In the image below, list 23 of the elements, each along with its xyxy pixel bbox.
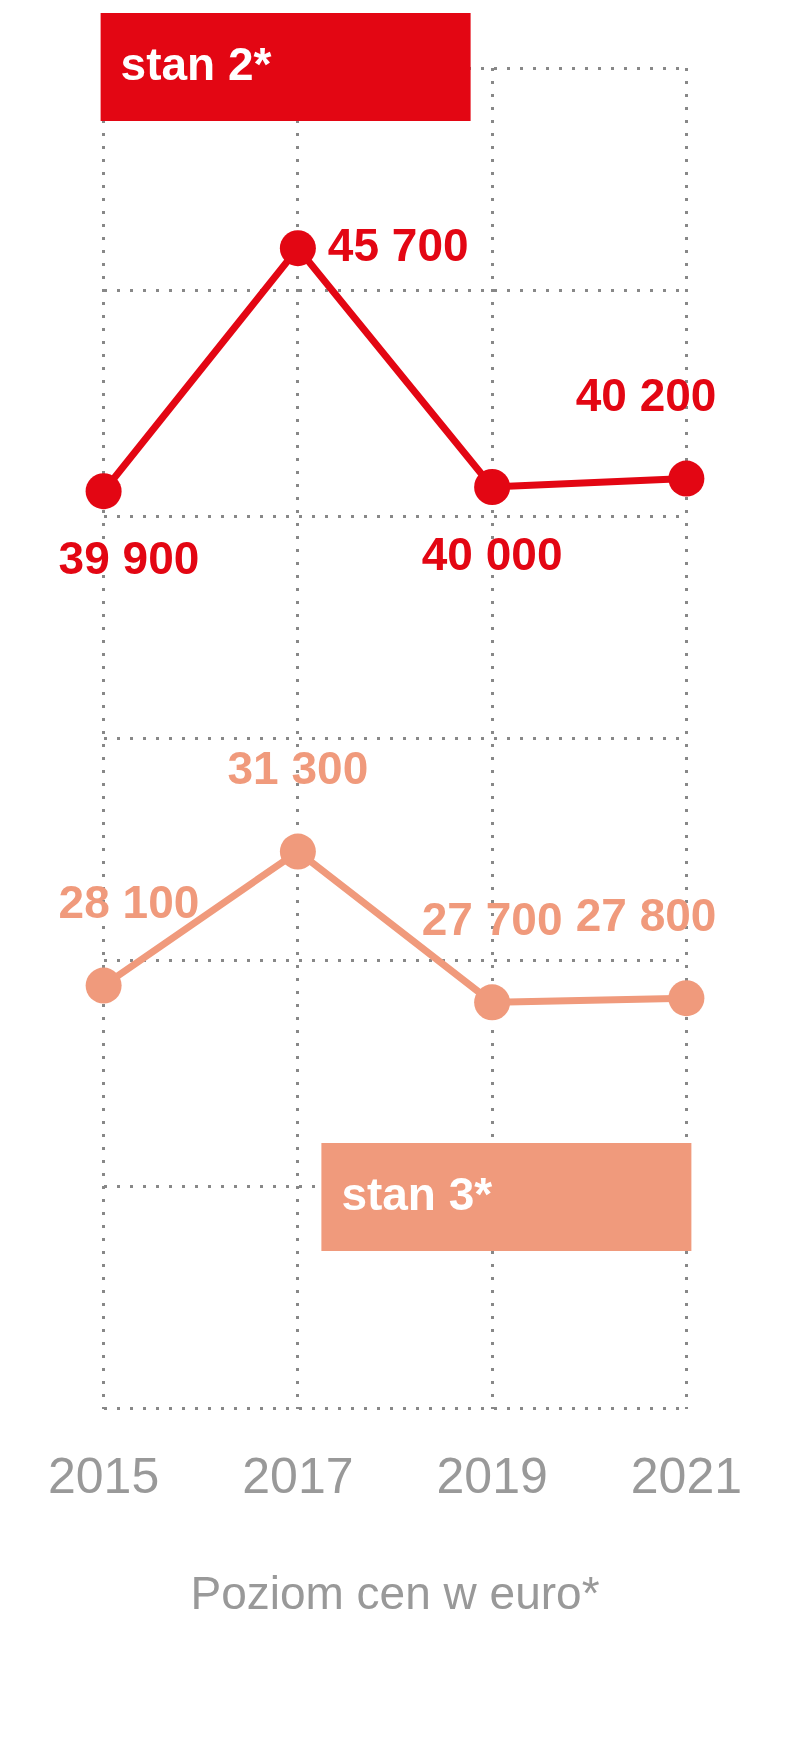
data-label: 39 900 — [58, 531, 200, 584]
point — [279, 230, 316, 267]
point — [85, 967, 122, 1004]
text: stan 2* — [120, 37, 272, 90]
point — [474, 984, 511, 1021]
text: stan 3* — [341, 1167, 493, 1220]
data-label: 31 300 — [227, 742, 369, 795]
point — [668, 460, 705, 497]
x-tick-label: 2017 — [242, 1447, 354, 1504]
data-label: 45 700 — [327, 218, 469, 271]
x-tick-label: 2019 — [436, 1447, 548, 1504]
data-label: 40 000 — [421, 527, 563, 580]
point — [85, 473, 122, 510]
x-tick-label: 2021 — [630, 1447, 742, 1504]
data-label: 40 200 — [575, 369, 717, 422]
point — [668, 980, 705, 1017]
data-label: 27 700 — [421, 893, 563, 946]
data-label: 28 100 — [58, 876, 200, 929]
x-axis-title: Poziom cen w euro* — [190, 1567, 600, 1620]
point — [279, 833, 316, 870]
point — [474, 469, 511, 505]
data-label: 27 800 — [575, 888, 717, 941]
x-tick-label: 2015 — [48, 1447, 160, 1504]
